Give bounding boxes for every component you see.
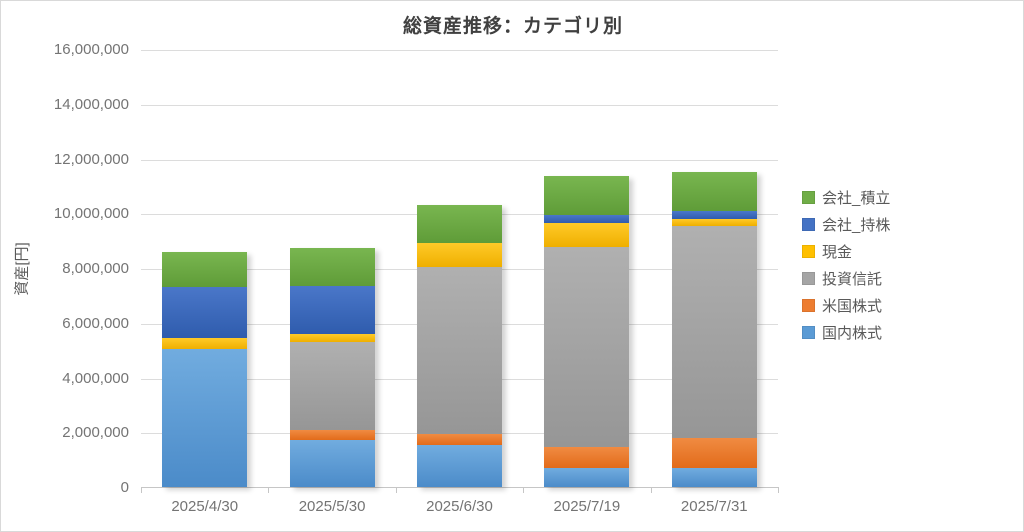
legend-swatch [802,298,815,312]
chart-title: 総資産推移：カテゴリ別 [402,16,623,37]
bar-2025-7-31 [671,172,757,487]
bar-segment-会社_積立 [671,172,757,211]
x-axis-tick [396,487,397,493]
bar-segment-投資信託 [671,225,757,438]
legend-swatch [802,325,815,339]
bar-segment-会社_持株 [671,210,757,219]
bar-segment-国内株式 [417,444,502,487]
y-tick-label: 16,000,000 [53,41,129,58]
legend-swatch [802,244,815,258]
bar-segment-会社_持株 [544,214,630,223]
legend-label: 投資信託 [822,270,883,288]
bar-segment-現金 [417,243,502,267]
gridline [141,159,778,161]
x-tick-label: 2025/7/31 [680,498,748,515]
y-tick-label: 10,000,000 [53,205,129,223]
bar-segment-会社_積立 [417,205,502,244]
legend-item-現金: 現金 [802,241,890,261]
y-tick-label: 2,000,000 [62,424,129,442]
x-tick-label: 2025/7/19 [553,498,621,515]
x-axis-tick [778,487,779,493]
bar-2025-7-19 [544,176,630,487]
legend-label: 会社_積立 [822,189,891,207]
legend-label: 現金 [822,243,853,261]
legend-label: 会社_持株 [822,216,891,234]
bar-segment-国内株式 [289,440,375,487]
legend-item-会社_持株: 会社_持株 [802,214,890,234]
bar-segment-現金 [289,333,375,342]
bar-segment-米国株式 [671,437,757,468]
x-axis-tick [268,487,269,493]
bar-segment-国内株式 [162,348,248,487]
x-tick-label: 2025/6/30 [426,498,493,515]
legend-item-会社_積立: 会社_積立 [802,187,890,207]
bar-segment-会社_積立 [289,247,375,286]
x-tick-label: 2025/4/30 [171,498,239,515]
plot-area [141,50,779,493]
bar-segment-米国株式 [417,433,502,445]
bar-segment-現金 [162,337,248,349]
bar-segment-国内株式 [544,467,630,487]
bar-segment-投資信託 [544,247,630,448]
y-tick-label: 14,000,000 [53,95,129,113]
x-tick-label: 2025/5/30 [298,498,366,515]
gridline [141,104,778,106]
bar-segment-会社_持株 [289,285,375,334]
bar-segment-現金 [544,222,630,248]
legend-item-投資信託: 投資信託 [802,268,890,288]
bar-segment-米国株式 [289,429,375,441]
bar-segment-投資信託 [289,341,375,430]
legend-label: 米国株式 [822,297,883,315]
bar-2025-6-30 [417,205,502,487]
y-tick-label: 12,000,000 [53,150,129,168]
bar-segment-会社_積立 [544,176,630,215]
x-axis-tick [523,487,524,493]
x-axis-tick [651,487,652,493]
bar-segment-会社_持株 [162,287,248,338]
bar-segment-国内株式 [671,467,757,487]
legend-item-国内株式: 国内株式 [802,322,890,342]
bar-segment-投資信託 [417,266,502,434]
legend: 会社_積立会社_持株現金投資信託米国株式国内株式 [802,187,890,349]
legend-swatch [802,217,815,231]
y-tick-label: 0 [120,479,129,496]
legend-label: 国内株式 [822,324,883,342]
x-axis-tick [141,487,142,493]
legend-item-米国株式: 米国株式 [802,295,890,315]
y-tick-label: 4,000,000 [62,369,129,387]
bar-2025-4-30 [162,251,248,487]
y-tick-label: 6,000,000 [62,314,129,332]
bar-segment-米国株式 [544,447,630,468]
gridline [141,50,778,51]
legend-swatch [802,190,815,204]
y-tick-label: 8,000,000 [62,260,129,277]
legend-swatch [802,271,815,285]
bar-segment-会社_積立 [162,251,248,288]
bar-2025-5-30 [289,247,375,487]
bar-segment-現金 [671,218,757,226]
